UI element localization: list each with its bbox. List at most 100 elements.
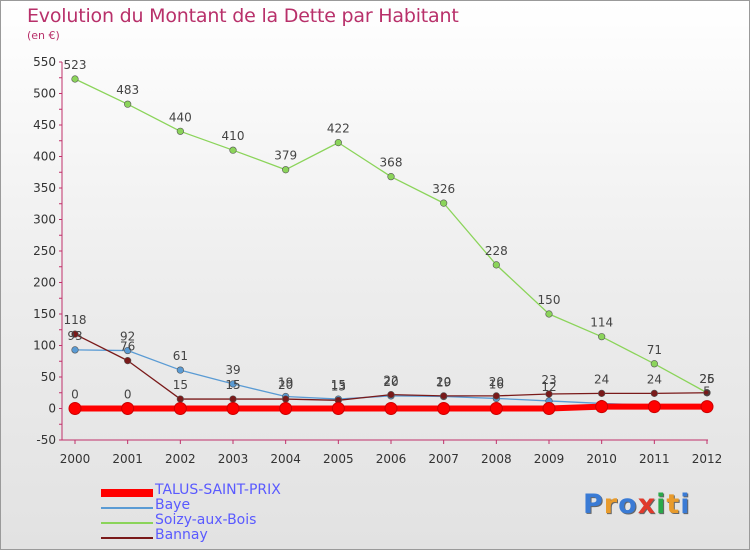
- data-label-soizy-aux-bois: 228: [485, 244, 508, 258]
- y-tick-label: 400: [33, 150, 56, 164]
- y-tick-label: 200: [33, 276, 56, 290]
- data-point-soizy-aux-bois: [650, 360, 658, 368]
- data-label-bannay: 24: [594, 372, 609, 386]
- data-point-talus-saint-prix: [647, 400, 661, 414]
- data-label-soizy-aux-bois: 114: [590, 316, 613, 330]
- data-point-talus-saint-prix: [384, 402, 398, 415]
- data-label-bannay: 15: [173, 378, 188, 392]
- data-point-talus-saint-prix: [121, 402, 135, 415]
- data-point-soizy-aux-bois: [545, 310, 553, 318]
- data-label-bannay: 26: [699, 372, 714, 386]
- data-point-bannay: [703, 389, 711, 397]
- data-point-soizy-aux-bois: [440, 199, 448, 207]
- data-label-bannay: 24: [647, 372, 662, 386]
- x-tick-label: 2011: [639, 452, 670, 466]
- x-tick-label: 2009: [534, 452, 565, 466]
- data-label-bannay: 13: [331, 379, 346, 393]
- data-point-talus-saint-prix: [226, 402, 240, 415]
- legend-label: Bannay: [155, 527, 208, 543]
- data-label-soizy-aux-bois: 150: [538, 293, 561, 307]
- data-label-baye: 93: [67, 329, 82, 343]
- x-tick-label: 2003: [218, 452, 249, 466]
- legend-swatch: [101, 536, 153, 539]
- data-point-talus-saint-prix: [173, 402, 187, 415]
- series-line-soizy-aux-bois: [74, 78, 708, 394]
- data-point-baye: [229, 380, 237, 388]
- proxiti-logo: Proxiti: [583, 489, 691, 520]
- data-label-baye: 12: [541, 380, 556, 394]
- data-point-talus-saint-prix: [437, 402, 451, 415]
- data-label-soizy-aux-bois: 483: [116, 83, 139, 97]
- data-label-bannay: 76: [120, 340, 135, 354]
- data-point-bannay: [229, 395, 237, 403]
- x-tick-label: 2001: [112, 452, 143, 466]
- data-point-bannay: [176, 395, 184, 403]
- data-label-bannay: 23: [541, 373, 556, 387]
- data-point-bannay: [598, 389, 606, 397]
- data-point-talus-saint-prix: [68, 402, 82, 415]
- chart-subtitle: (en €): [27, 29, 60, 42]
- series-layer: [68, 75, 714, 415]
- x-tick-label: 2005: [323, 452, 354, 466]
- logo-letter: P: [583, 489, 604, 520]
- data-point-bannay: [71, 330, 79, 338]
- x-tick-label: 2010: [586, 452, 617, 466]
- data-label-bannay: 20: [436, 375, 451, 389]
- data-point-baye: [176, 366, 184, 374]
- data-point-talus-saint-prix: [489, 402, 503, 415]
- x-tick-label: 2012: [692, 452, 723, 466]
- data-label-baye: 19: [278, 376, 293, 390]
- data-label-baye: 19: [436, 376, 451, 390]
- x-tick-label: 2002: [165, 452, 196, 466]
- data-point-soizy-aux-bois: [71, 75, 79, 83]
- data-label-soizy-aux-bois: 368: [380, 156, 403, 170]
- logo-letter: i: [680, 489, 691, 520]
- y-tick-label: 250: [33, 244, 56, 258]
- data-point-talus-saint-prix: [595, 400, 609, 414]
- y-tick-label: 350: [33, 181, 56, 195]
- data-label-baye: 92: [120, 330, 135, 344]
- data-label-baye: 39: [225, 363, 240, 377]
- data-point-soizy-aux-bois: [387, 173, 395, 181]
- data-label-soizy-aux-bois: 326: [432, 182, 455, 196]
- data-label-talus-saint-prix: 0: [124, 388, 132, 402]
- data-point-soizy-aux-bois: [282, 166, 290, 174]
- data-point-talus-saint-prix: [279, 402, 293, 415]
- data-point-soizy-aux-bois: [176, 127, 184, 135]
- y-tick-label: 150: [33, 307, 56, 321]
- y-tick-label: 50: [41, 370, 56, 384]
- logo-letter: r: [603, 489, 619, 520]
- data-point-bannay: [440, 392, 448, 400]
- data-point-bannay: [492, 392, 500, 400]
- logo-letter: o: [618, 489, 638, 520]
- legend-swatch: [101, 506, 153, 509]
- data-label-soizy-aux-bois: 410: [222, 129, 245, 143]
- series-line-bannay: [74, 333, 708, 401]
- data-point-soizy-aux-bois: [492, 261, 500, 269]
- x-tick-label: 2007: [428, 452, 459, 466]
- x-tick-label: 2004: [270, 452, 301, 466]
- legend-label: Baye: [155, 497, 191, 513]
- data-point-soizy-aux-bois: [124, 100, 132, 108]
- data-point-bannay: [387, 391, 395, 399]
- data-point-soizy-aux-bois: [229, 146, 237, 154]
- data-label-soizy-aux-bois: 379: [274, 149, 297, 163]
- x-tick-label: 2008: [481, 452, 512, 466]
- data-label-soizy-aux-bois: 71: [647, 343, 662, 357]
- y-tick-label: 300: [33, 213, 56, 227]
- data-label-bannay: 15: [225, 378, 240, 392]
- legend-label: TALUS-SAINT-PRIX: [155, 482, 281, 498]
- logo-letter: t: [666, 489, 681, 520]
- legend-swatch: [101, 521, 153, 524]
- y-tick-label: 0: [48, 402, 56, 416]
- data-label-bannay: 20: [489, 375, 504, 389]
- x-tick-label: 2000: [60, 452, 91, 466]
- data-point-talus-saint-prix: [700, 400, 714, 414]
- axes: -500501001502002503003504004505005502000…: [33, 55, 722, 466]
- data-label-baye: 5: [703, 384, 711, 398]
- data-label-talus-saint-prix: 0: [71, 388, 79, 402]
- y-tick-label: -50: [36, 433, 56, 447]
